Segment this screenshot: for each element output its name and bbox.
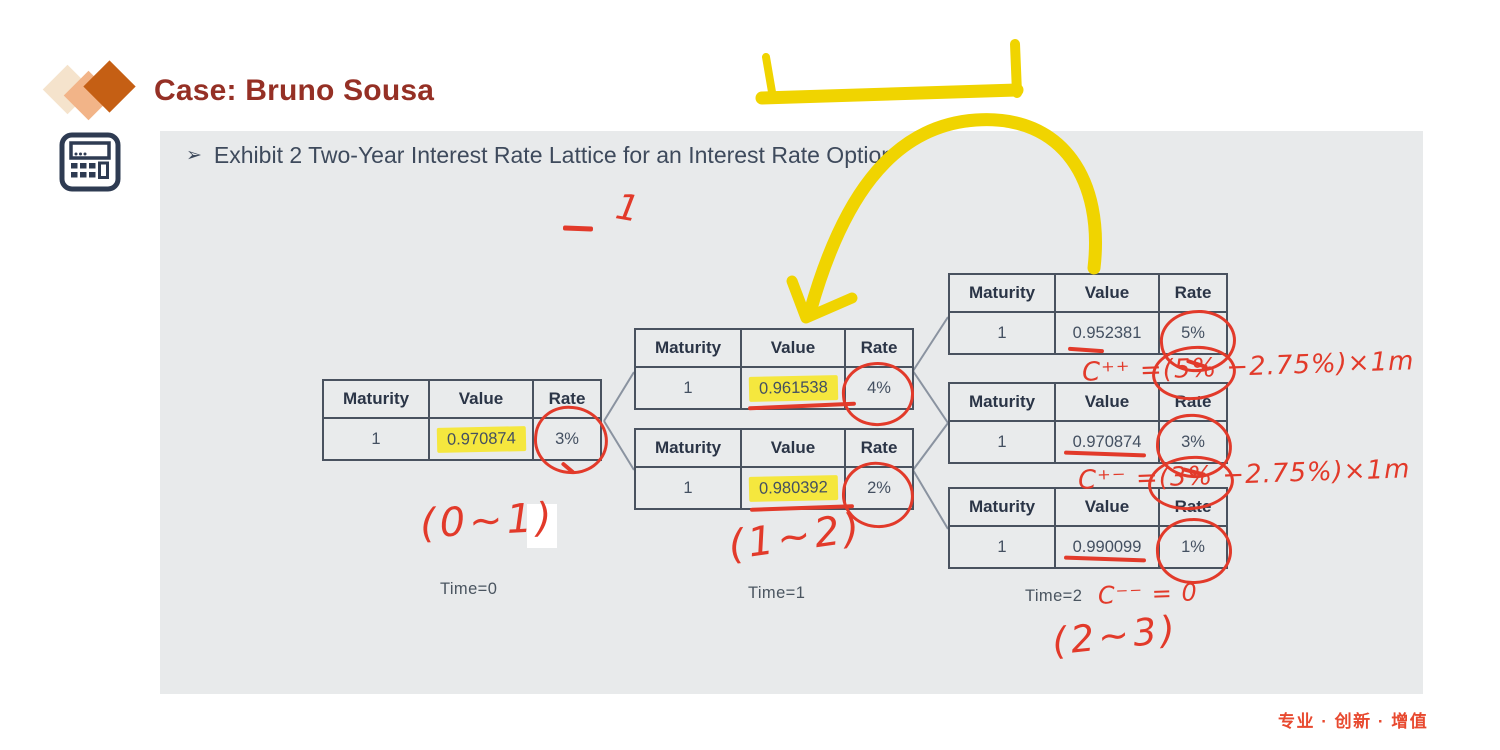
yellow-highlight: 0.961538	[748, 374, 838, 402]
header-cell-maturity: Maturity	[634, 328, 742, 368]
header-cell-rate: Rate	[1158, 273, 1228, 313]
rate-cell: 2%	[844, 466, 914, 510]
rate-table-time2-mid: Maturity Value Rate 1 0.970874 3%	[948, 382, 1228, 464]
lattice-connector	[912, 422, 949, 471]
maturity-cell: 1	[948, 525, 1056, 569]
lattice-connector	[603, 371, 635, 422]
lattice-connector	[603, 420, 635, 471]
header-cell-value: Value	[1054, 487, 1160, 527]
rate-cell: 1%	[1158, 525, 1228, 569]
rate-cell: 5%	[1158, 311, 1228, 355]
maturity-cell: 1	[948, 311, 1056, 355]
header-cell-rate: Rate	[844, 428, 914, 468]
maturity-cell: 1	[634, 466, 742, 510]
header-cell-maturity: Maturity	[948, 382, 1056, 422]
exhibit-heading: ➢ Exhibit 2 Two-Year Interest Rate Latti…	[186, 142, 894, 169]
lattice-connector	[912, 316, 949, 372]
rate-cell: 3%	[532, 417, 602, 461]
yellow-highlight: 0.970874	[436, 425, 526, 453]
value-cell: 0.970874	[428, 417, 534, 461]
header-cell-value: Value	[1054, 273, 1160, 313]
red-dash-annotation	[562, 225, 594, 232]
maturity-cell: 1	[948, 420, 1056, 464]
header-cell-value: Value	[740, 428, 846, 468]
handwritten-range-time0: (0~1)	[418, 494, 557, 548]
header-cell-rate: Rate	[1158, 382, 1228, 422]
header-cell-rate: Rate	[844, 328, 914, 368]
page-title: Case: Bruno Sousa	[154, 74, 435, 107]
header-cell-value: Value	[740, 328, 846, 368]
rate-table-time0: Maturity Value Rate 1 0.970874 3%	[322, 379, 602, 461]
rate-table-time2-down: Maturity Value Rate 1 0.990099 1%	[948, 487, 1228, 569]
value-cell: 0.980392	[740, 466, 846, 510]
rate-table-time1-down: Maturity Value Rate 1 0.980392 2%	[634, 428, 914, 510]
time-label-2: Time=2	[1025, 587, 1083, 605]
maturity-cell: 1	[634, 366, 742, 410]
time-label-1: Time=1	[748, 584, 806, 602]
footer-slogan: 专业 · 创新 · 增值	[1278, 712, 1429, 731]
yellow-highlight: 0.980392	[748, 474, 838, 502]
maturity-cell: 1	[322, 417, 430, 461]
header-cell-rate: Rate	[532, 379, 602, 419]
arrow-bullet-icon: ➢	[186, 145, 202, 166]
white-patch	[527, 504, 557, 548]
header-cell-maturity: Maturity	[948, 487, 1056, 527]
header-cell-value: Value	[1054, 382, 1160, 422]
rate-cell: 3%	[1158, 420, 1228, 464]
header-cell-value: Value	[428, 379, 534, 419]
time-label-0: Time=0	[440, 580, 498, 598]
handwritten-formula-lower: C⁻⁻ = 0	[1097, 578, 1199, 610]
header-cell-maturity: Maturity	[322, 379, 430, 419]
header-cell-rate: Rate	[1158, 487, 1228, 527]
lattice-connector	[912, 370, 949, 424]
exhibit-title: Exhibit 2 Two-Year Interest Rate Lattice…	[213, 142, 895, 168]
header-cell-maturity: Maturity	[634, 428, 742, 468]
calculator-icon	[59, 132, 121, 192]
header-cell-maturity: Maturity	[948, 273, 1056, 313]
lattice-connector	[912, 469, 949, 530]
